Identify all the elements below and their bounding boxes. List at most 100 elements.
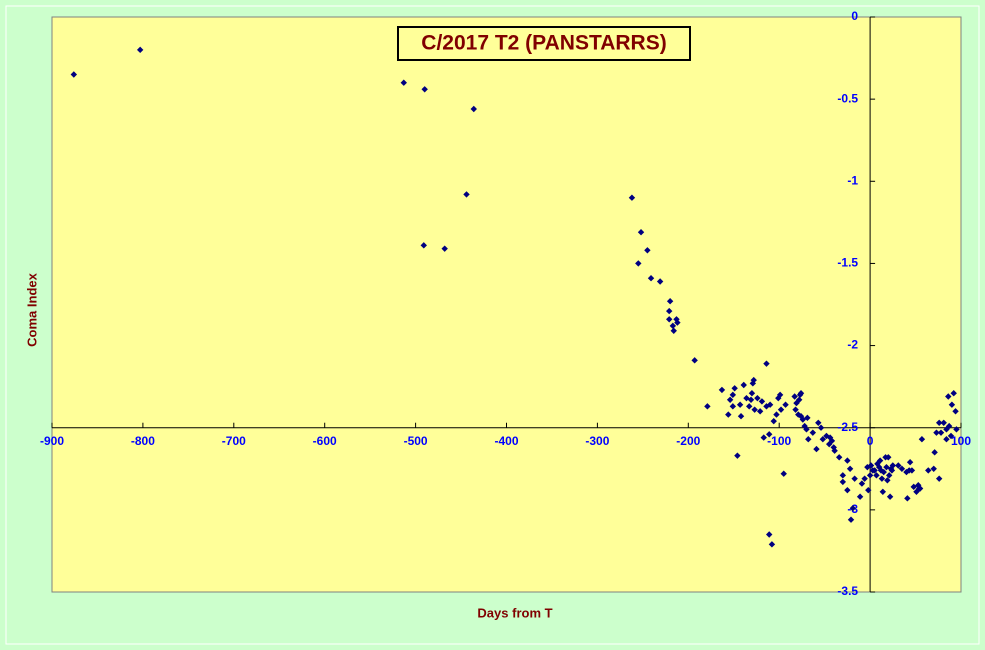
data-point: [773, 411, 780, 418]
data-point: [879, 488, 887, 495]
data-point: [635, 260, 642, 267]
y-tick-label: 0: [851, 9, 858, 23]
data-point: [782, 401, 789, 408]
data-point: [916, 485, 924, 492]
data-point: [871, 467, 878, 474]
data-point: [70, 71, 78, 78]
data-point: [734, 452, 741, 459]
x-tick-label: 100: [951, 434, 971, 448]
y-tick-label: -2: [847, 338, 858, 352]
data-point: [940, 419, 947, 426]
plot-layer: -900 -800 -700 -600 -500 -400 -300 -200 -100 0 100…: [40, 9, 971, 598]
data-point: [421, 86, 428, 93]
data-point: [780, 470, 787, 477]
data-point: [828, 437, 836, 445]
data-point: [866, 472, 874, 479]
data-point: [904, 495, 911, 502]
data-point: [673, 316, 680, 323]
data-point: [813, 445, 820, 453]
data-point: [420, 242, 427, 249]
data-point: [674, 319, 681, 326]
data-point: [815, 419, 822, 426]
data-point: [908, 467, 916, 474]
y-tick-label: -1: [847, 173, 858, 187]
data-point: [931, 449, 938, 456]
data-point: [947, 432, 955, 440]
data-point: [948, 401, 956, 408]
x-tick-label: -600: [313, 434, 337, 448]
data-point: [846, 465, 854, 472]
data-point: [835, 454, 843, 461]
data-point: [819, 436, 827, 443]
data-point: [647, 275, 655, 282]
data-point: [878, 475, 886, 482]
data-point: [704, 403, 711, 410]
data-point: [943, 436, 950, 443]
data-point: [906, 459, 914, 466]
data-point: [925, 467, 932, 474]
data-point: [751, 406, 758, 413]
data-point: [851, 475, 858, 482]
data-point: [858, 480, 866, 487]
chart-frame: [5, 5, 980, 645]
data-point: [797, 390, 805, 397]
data-point: [844, 486, 851, 494]
x-axis-label: Days from T: [477, 605, 552, 620]
title-box: [397, 26, 691, 61]
data-point: [809, 429, 817, 436]
data-point: [770, 417, 777, 425]
data-point: [803, 426, 810, 433]
data-point: [880, 468, 887, 476]
data-point: [839, 472, 847, 479]
data-point: [889, 462, 897, 469]
data-point: [876, 457, 884, 464]
data-point: [950, 390, 957, 397]
data-point: [805, 436, 812, 443]
data-point: [750, 376, 757, 384]
data-point: [776, 391, 784, 399]
data-point: [865, 486, 872, 494]
data-point: [718, 386, 726, 394]
x-tick-label: -700: [222, 434, 246, 448]
data-point: [136, 46, 144, 54]
x-tick-label: -900: [40, 434, 64, 448]
y-tick-label: -0.5: [837, 91, 858, 105]
data-point: [935, 475, 943, 482]
data-point: [754, 394, 761, 402]
data-point: [748, 390, 756, 397]
data-point: [895, 462, 902, 469]
chart-title: C/2017 T2 (PANSTARRS): [421, 32, 666, 55]
x-tick-label: -400: [494, 434, 518, 448]
data-point: [935, 419, 943, 426]
data-point: [898, 465, 906, 472]
y-tick-label: -2.5: [837, 420, 858, 434]
x-tick-label: -300: [585, 434, 609, 448]
data-point: [793, 399, 800, 407]
data-point: [766, 531, 773, 538]
data-point: [756, 408, 764, 415]
data-point: [856, 493, 864, 500]
plot-area: [51, 16, 962, 593]
data-point: [729, 403, 737, 410]
data-point: [795, 411, 802, 418]
data-point: [874, 460, 881, 468]
data-point: [884, 477, 891, 484]
data-point: [669, 322, 677, 330]
data-point: [766, 431, 773, 438]
data-point: [839, 478, 847, 486]
data-point: [877, 467, 885, 474]
data-point: [470, 105, 477, 113]
data-point: [875, 463, 883, 471]
data-point: [666, 316, 673, 323]
data-point: [847, 516, 855, 523]
data-point: [886, 493, 894, 500]
data-point: [666, 298, 674, 305]
data-point: [864, 463, 871, 471]
x-tick-label: 0: [867, 434, 874, 448]
data-point: [945, 422, 953, 430]
data-point: [792, 406, 799, 413]
data-point: [844, 457, 851, 464]
data-point: [628, 194, 636, 201]
data-point: [725, 411, 732, 418]
